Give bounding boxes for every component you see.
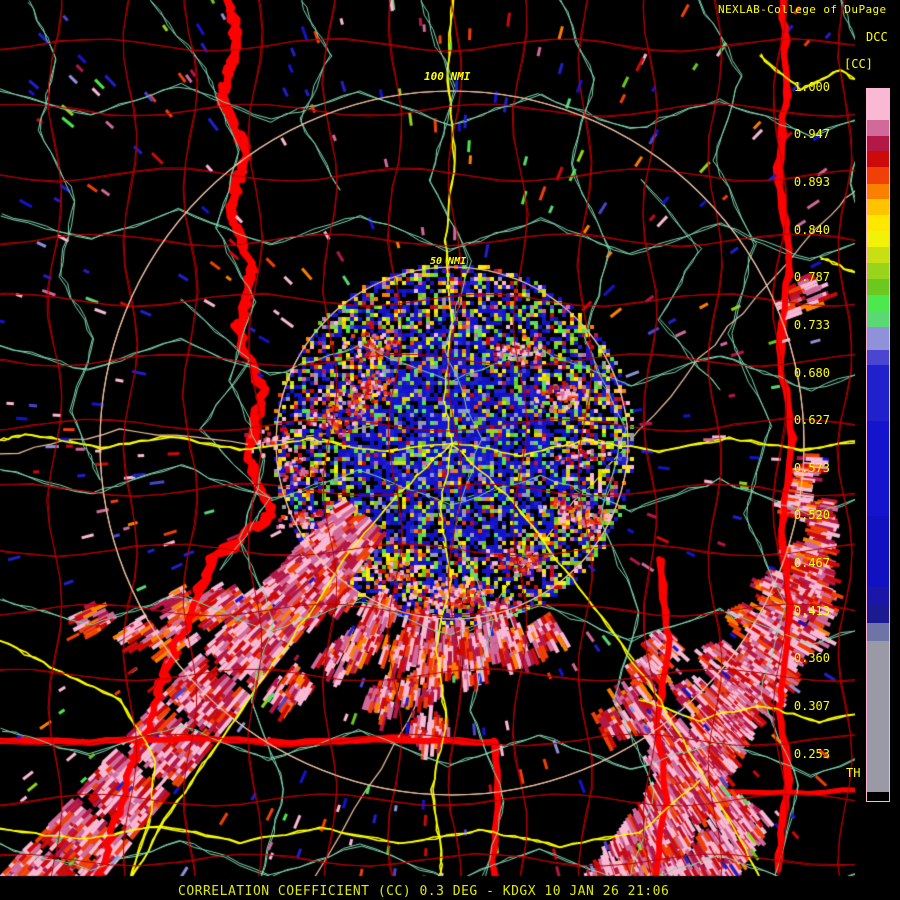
colorbar-segment xyxy=(867,151,889,168)
colorbar-tick-label: 0.627 xyxy=(793,412,830,427)
colorbar-tick-label: 0.840 xyxy=(793,222,830,237)
colorbar-segment xyxy=(867,136,889,152)
colorbar-segment xyxy=(867,294,889,311)
colorbar-segment xyxy=(867,310,889,327)
colorbar-segment xyxy=(867,516,889,588)
colorbar-tick-label: 0.360 xyxy=(793,651,830,666)
colorbar-segment xyxy=(867,278,889,295)
colorbar-tick-label: 0.893 xyxy=(793,175,830,190)
colorbar-segment xyxy=(867,89,889,106)
colorbar-segment xyxy=(867,622,889,641)
colorbar-tick-label: 0.787 xyxy=(793,270,830,285)
colorbar-segment xyxy=(867,105,889,121)
colorbar-segment xyxy=(867,199,889,216)
colorbar-segment xyxy=(867,349,889,365)
colorbar-scale xyxy=(867,89,889,801)
colorbar-segment xyxy=(867,326,889,350)
colorbar-tick-label: 0.253 xyxy=(793,746,830,761)
colorbar-segment xyxy=(867,420,889,517)
colorbar-tick-labels: 1.000 0.947 0.893 0.840 0.787 0.733 0.680 0.627… xyxy=(770,80,830,802)
colorbar-tick-label: 0.680 xyxy=(793,365,830,380)
colorbar-tick-label: 0.467 xyxy=(793,555,830,570)
colorbar-segment xyxy=(867,791,889,801)
colorbar-segment xyxy=(867,364,889,421)
colorbar-segment xyxy=(867,215,889,232)
colorbar-tick-label: 0.733 xyxy=(793,318,830,333)
colorbar-segment xyxy=(867,167,889,185)
colorbar-tick-label: 1.000 xyxy=(793,80,830,94)
colorbar-segment xyxy=(867,640,889,748)
colorbar-segment xyxy=(867,120,889,137)
colorbar-segment xyxy=(867,747,889,792)
colorbar-segment xyxy=(867,587,889,606)
colorbar-segment xyxy=(867,231,889,248)
colorbar-segment xyxy=(867,247,889,263)
colorbar-tick-label: 0.413 xyxy=(793,603,830,618)
colorbar-tick-label: 0.573 xyxy=(793,461,830,476)
colorbar-tick-label: 0.947 xyxy=(793,127,830,142)
colorbar-segment xyxy=(867,184,889,200)
colorbar-segment xyxy=(867,262,889,279)
colorbar-segment xyxy=(867,605,889,623)
colorbar-tick-label: 0.307 xyxy=(793,698,830,713)
colorbar-tick-label: 0.520 xyxy=(793,508,830,523)
colorbar[interactable] xyxy=(866,88,890,802)
